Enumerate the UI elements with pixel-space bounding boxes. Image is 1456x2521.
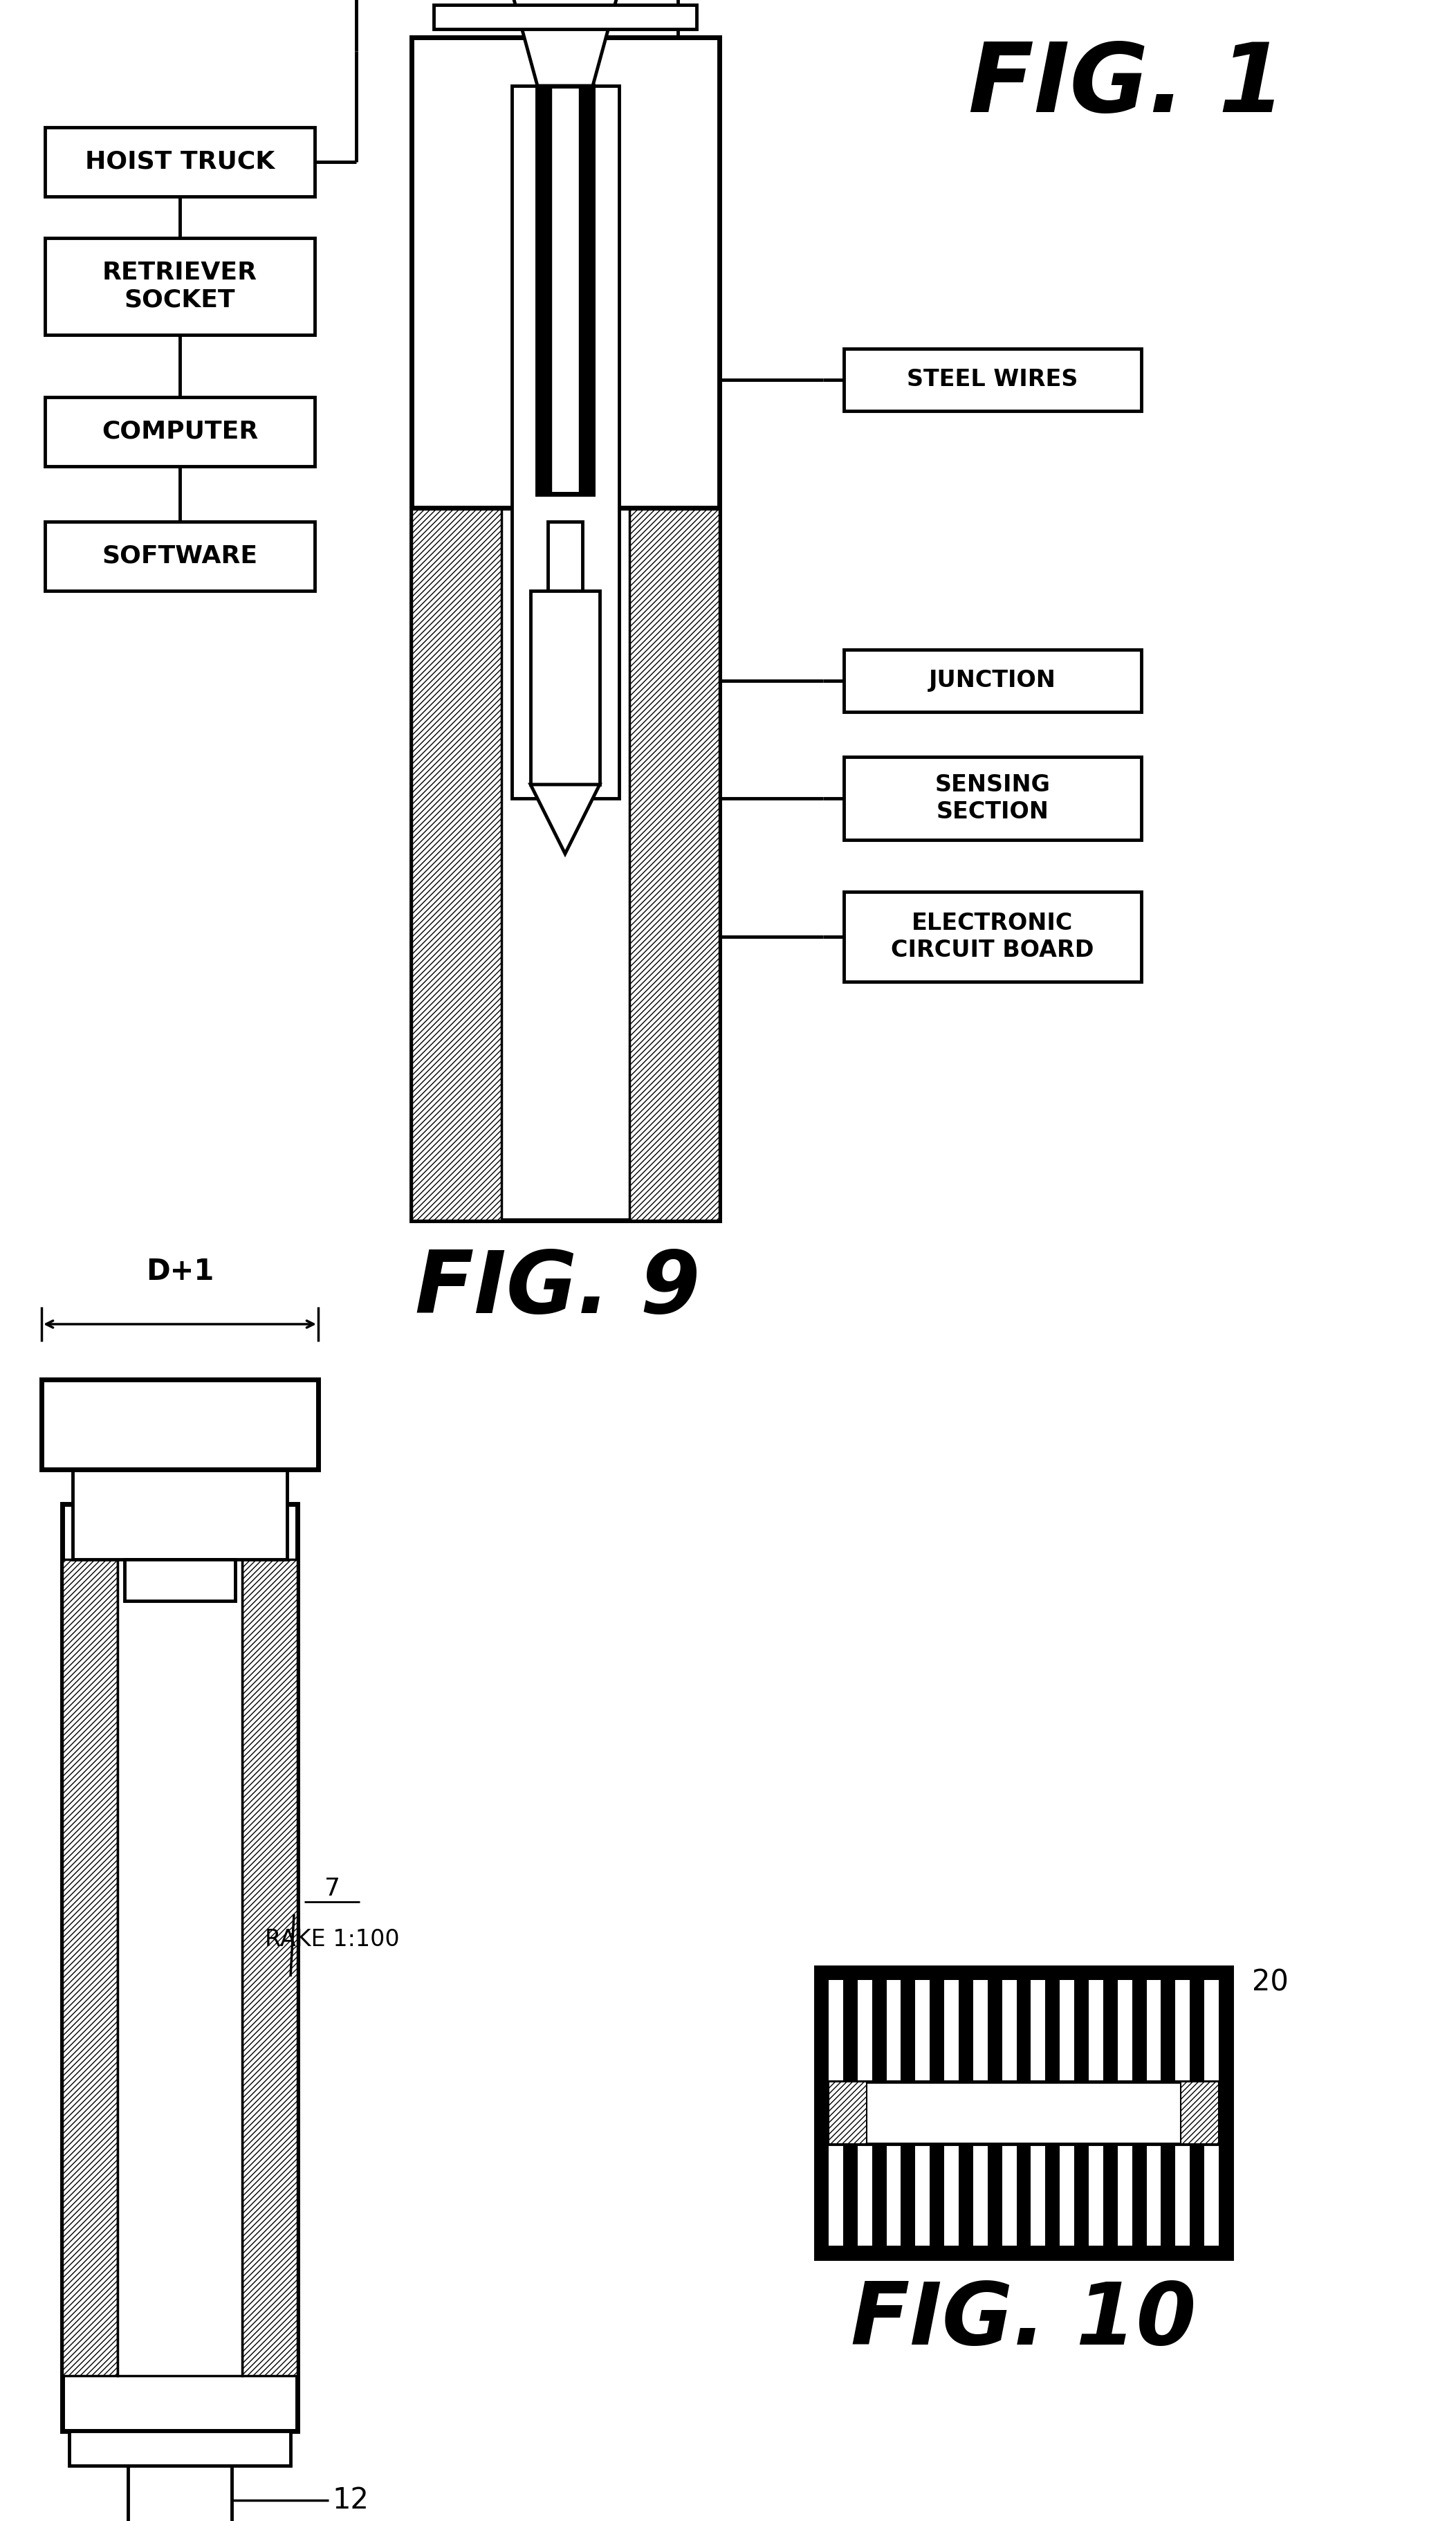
Bar [242, 1560, 297, 2375]
Bar [1204, 1979, 1219, 2246]
Bar [63, 1505, 297, 2430]
Polygon shape [530, 784, 600, 855]
Text: ELECTRONIC
CIRCUIT BOARD: ELECTRONIC CIRCUIT BOARD [891, 913, 1093, 961]
Bar [1146, 1979, 1160, 2246]
Bar [1175, 1979, 1190, 2246]
Text: COMPUTER: COMPUTER [102, 421, 258, 444]
Bar [1031, 1979, 1045, 2246]
Bar [844, 348, 1142, 411]
Bar [128, 2430, 232, 2521]
Bar [73, 1470, 287, 1560]
Bar [817, 1966, 1232, 2259]
Text: RETRIEVER
SOCKET: RETRIEVER SOCKET [102, 262, 258, 313]
Text: SENSING
SECTION: SENSING SECTION [935, 774, 1050, 822]
Bar [828, 1979, 843, 2246]
Bar [118, 1560, 242, 2375]
Bar [537, 86, 552, 494]
Bar [844, 892, 1142, 981]
Bar [887, 1979, 901, 2246]
Bar [973, 1979, 987, 2246]
Text: FIG. 10: FIG. 10 [850, 2279, 1197, 2362]
Text: SOFTWARE: SOFTWARE [102, 545, 258, 567]
Bar [412, 38, 719, 1220]
Text: 20: 20 [1252, 1966, 1289, 1997]
Bar [1118, 1979, 1133, 2246]
Text: 12: 12 [332, 2486, 368, 2516]
Text: FIG. 1: FIG. 1 [968, 40, 1286, 134]
Bar [844, 650, 1142, 711]
Bar [45, 126, 314, 197]
Bar [125, 1560, 236, 1601]
Bar [828, 2082, 866, 2143]
Text: 7: 7 [325, 1878, 339, 1901]
Bar [1002, 1979, 1016, 2246]
Text: STEEL WIRES: STEEL WIRES [907, 368, 1077, 391]
Bar [579, 86, 593, 494]
Bar [547, 522, 582, 590]
Bar [434, 5, 696, 30]
Text: D+1: D+1 [146, 1258, 214, 1286]
Bar [45, 237, 314, 335]
Bar [42, 1379, 319, 1470]
Bar [1181, 2082, 1219, 2143]
Bar [629, 507, 719, 1220]
Polygon shape [496, 0, 635, 86]
Bar [828, 2082, 1219, 2143]
Bar [858, 1979, 872, 2246]
Bar [844, 756, 1142, 839]
Bar [1060, 1979, 1075, 2246]
Text: FIG. 9: FIG. 9 [415, 1248, 700, 1331]
Bar [45, 522, 314, 590]
Bar [63, 1560, 118, 2375]
Bar [945, 1979, 958, 2246]
Bar [537, 86, 593, 494]
Bar [412, 507, 501, 1220]
Bar [530, 590, 600, 784]
Text: HOIST TRUCK: HOIST TRUCK [84, 151, 275, 174]
Bar [70, 2430, 291, 2466]
Bar [1089, 1979, 1104, 2246]
Bar [45, 398, 314, 466]
Bar [513, 86, 619, 799]
Text: JUNCTION: JUNCTION [929, 671, 1056, 693]
Text: RAKE 1:100: RAKE 1:100 [265, 1929, 399, 1951]
Bar [916, 1979, 930, 2246]
